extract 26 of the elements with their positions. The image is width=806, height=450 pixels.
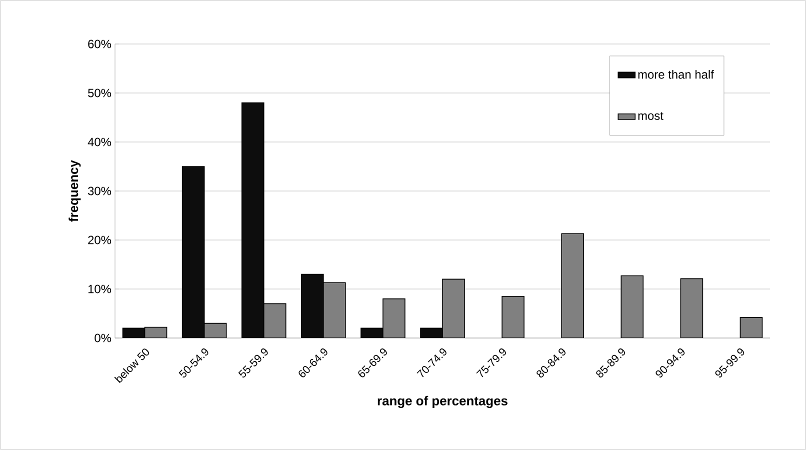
bar: [144, 327, 167, 338]
bar: [122, 328, 145, 338]
y-tick-label: 0%: [94, 334, 112, 342]
legend-label: most: [638, 112, 664, 120]
bar: [323, 282, 346, 338]
bar: [561, 233, 584, 338]
bar: [740, 317, 763, 338]
bar: [382, 298, 406, 338]
bar: [620, 275, 644, 338]
y-tick-label: 50%: [88, 88, 112, 98]
bar: [502, 296, 524, 338]
legend-label: more than half: [638, 70, 714, 79]
bar: [204, 322, 227, 338]
y-tick-label: 30%: [88, 186, 112, 196]
y-tick-label: 20%: [88, 236, 112, 244]
bar: [680, 278, 704, 338]
bar: [442, 278, 465, 338]
y-axis-title: frequency: [68, 160, 81, 222]
bar: [301, 274, 324, 338]
bar: [263, 303, 286, 338]
bar: [182, 166, 205, 338]
x-axis-title: range of percentages: [378, 396, 508, 408]
y-tick-label: 10%: [88, 284, 112, 294]
y-tick-label: 40%: [88, 138, 112, 146]
bar: [241, 102, 264, 338]
y-tick-label: 60%: [88, 40, 112, 48]
